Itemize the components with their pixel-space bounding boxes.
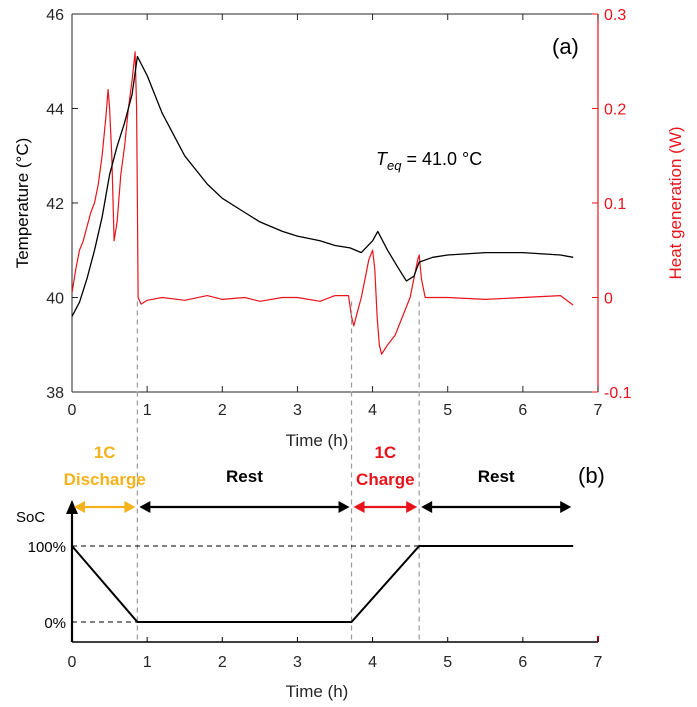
panel-b: 0 1 2 3 4 5 6 7 100% 0% SoC Time (h) (b) 1C Discharge R… (16, 443, 605, 701)
phase-rate-label: 1C (374, 443, 396, 462)
y-tick-label: 38 (46, 385, 64, 402)
y-right-tick-label: 0.1 (604, 196, 626, 213)
phase-rest: Rest (421, 467, 572, 513)
y-right-tick-label: 0.2 (604, 102, 626, 119)
phase-arrowhead-left (421, 501, 433, 513)
phase-discharge: 1C Discharge (64, 443, 146, 513)
phase-label: Charge (356, 470, 415, 489)
x-tick-label: 3 (293, 402, 302, 419)
phase-arrowhead-right (124, 501, 136, 513)
y-tick-label: 44 (46, 102, 64, 119)
panel-a: 0 1 2 3 4 5 6 7 38 40 42 44 46 -0.1 0 0.1 0.2 0.3 Time (h)… (13, 7, 685, 450)
x-tick-label: 1 (143, 654, 152, 671)
x-axis-label: Time (h) (286, 682, 349, 701)
soc-axis-arrowhead (66, 500, 78, 514)
phase-rate-label: 1C (94, 443, 116, 462)
phase-arrowhead-left (74, 501, 85, 513)
panel-label: (b) (578, 463, 605, 488)
x-tick-label: 0 (68, 654, 77, 671)
x-tick-label: 5 (443, 654, 452, 671)
x-tick-label: 6 (518, 654, 527, 671)
x-tick-label: 4 (368, 654, 377, 671)
y-tick-label: 46 (46, 7, 64, 24)
y-right-tick-label: -0.1 (604, 385, 632, 402)
x-tick-label: 2 (218, 654, 227, 671)
heat-generation-line (71, 51, 574, 355)
teq-annotation: Teq = 41.0 °C (376, 149, 482, 173)
x-tick-label: 3 (293, 654, 302, 671)
soc-tick-label: 100% (28, 539, 66, 556)
teq-subscript: eq (387, 158, 402, 173)
phase-arrowhead-left (353, 501, 365, 513)
phase-label: Discharge (64, 470, 146, 489)
phase-arrowhead-right (560, 501, 572, 513)
x-tick-label: 0 (68, 402, 77, 419)
y-axis-label: Temperature (°C) (13, 138, 32, 269)
teq-symbol: T (376, 149, 389, 169)
y-right-tick-label: 0.3 (604, 7, 626, 24)
phase-arrowhead-left (139, 501, 151, 513)
x-tick-label: 5 (443, 402, 452, 419)
x-tick-label: 7 (594, 402, 603, 419)
y-tick-label: 42 (46, 196, 64, 213)
phase-label: Rest (226, 467, 263, 486)
y-right-tick-label: 0 (604, 291, 613, 308)
y-tick-label: 40 (46, 291, 64, 308)
x-tick-label: 1 (143, 402, 152, 419)
phase-arrowhead-right (406, 501, 418, 513)
phase-arrowhead-right (338, 501, 350, 513)
y-right-axis-label: Heat generation (W) (666, 126, 685, 279)
x-axis-label: Time (h) (286, 431, 349, 450)
x-tick-label: 4 (368, 402, 377, 419)
panel-label: (a) (552, 34, 579, 59)
x-tick-label: 7 (594, 654, 603, 671)
soc-line (71, 545, 574, 623)
soc-axis-label: SoC (16, 509, 45, 526)
x-tick-label: 6 (518, 402, 527, 419)
vertical-guide-lines (136, 301, 420, 642)
phase-label: Rest (478, 467, 515, 486)
teq-value: = 41.0 °C (401, 149, 482, 169)
phase-charge: 1C Charge (353, 443, 418, 513)
phase-rest: Rest (139, 467, 350, 513)
soc-tick-label: 0% (44, 615, 66, 632)
x-tick-label: 2 (218, 402, 227, 419)
temperature-line (71, 55, 574, 317)
